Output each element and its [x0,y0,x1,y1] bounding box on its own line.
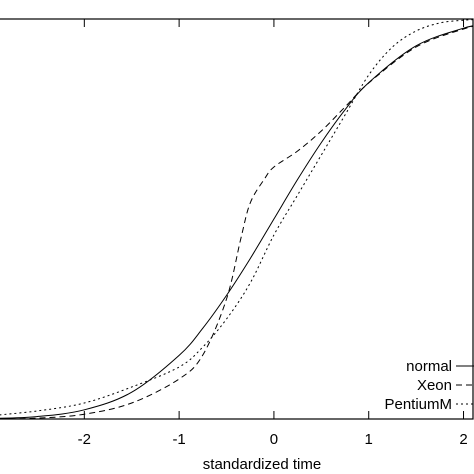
x-tick-label: 2 [459,431,467,448]
x-tick-label: -1 [172,431,185,448]
x-axis-label: standardized time [203,456,321,473]
series-pentiumm-line [0,19,473,416]
legend-label-normal: normal [406,358,452,375]
legend-label-xeon: Xeon [417,377,452,394]
legend-label-pentiumm: PentiumM [384,396,452,413]
series-layer [0,19,473,419]
x-tick-label: 1 [365,431,373,448]
legend: normal Xeon PentiumM [384,358,474,413]
plot-frame [0,18,474,420]
x-tick-label: -2 [78,431,91,448]
x-ticks: -2 -1 0 1 2 [78,19,468,448]
series-xeon-line [0,25,473,419]
series-normal-line [0,25,473,419]
x-tick-label: 0 [270,431,278,448]
